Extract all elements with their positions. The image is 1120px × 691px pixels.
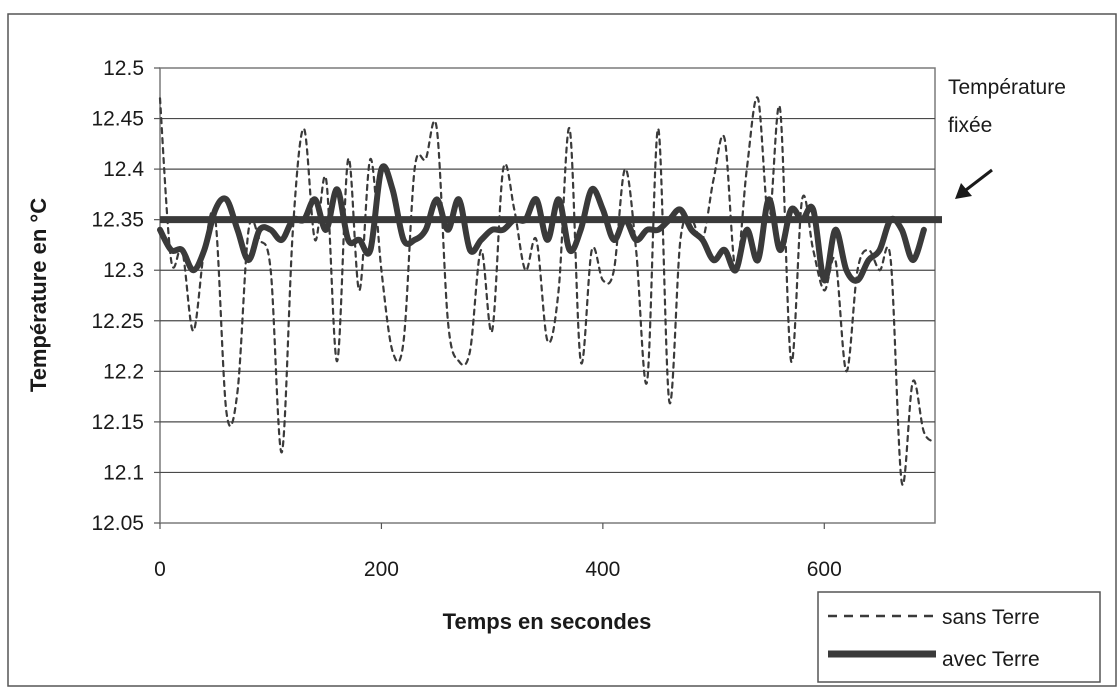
y-tick-label: 12.15 xyxy=(91,411,144,434)
y-tick-label: 12.05 xyxy=(91,512,144,535)
x-tick-label: 0 xyxy=(154,558,166,581)
x-tick-label: 600 xyxy=(807,558,842,581)
y-tick-label: 12.1 xyxy=(103,461,144,484)
reference-label-line1: Température xyxy=(948,76,1066,99)
y-axis-ticks: 12.05 12.1 12.15 12.2 12.25 12.3 12.35 12.4 12.4… xyxy=(91,57,160,535)
y-axis-title: Température en °C xyxy=(26,198,51,392)
legend: sans Terre avec Terre xyxy=(817,591,1101,683)
y-tick-label: 12.2 xyxy=(103,360,144,383)
y-tick-label: 12.3 xyxy=(103,259,144,282)
reference-label-line2: fixée xyxy=(948,114,992,137)
y-tick-label: 12.4 xyxy=(103,158,144,181)
y-tick-label: 12.25 xyxy=(91,310,144,333)
x-tick-label: 200 xyxy=(364,558,399,581)
series-line-sans-terre xyxy=(158,96,937,487)
y-tick-label: 12.45 xyxy=(91,108,144,131)
plot-area xyxy=(159,67,936,524)
x-axis-title: Temps en secondes xyxy=(443,609,652,634)
x-axis-ticks: 0 200 400 600 xyxy=(154,523,842,581)
x-tick-label: 400 xyxy=(585,558,620,581)
y-tick-label: 12.35 xyxy=(91,209,144,232)
legend-box xyxy=(817,591,1101,683)
y-tick-label: 12.5 xyxy=(103,57,144,80)
arrow-icon xyxy=(955,168,993,199)
legend-label-avec-terre: avec Terre xyxy=(942,648,1040,671)
legend-label-sans-terre: sans Terre xyxy=(942,606,1040,629)
